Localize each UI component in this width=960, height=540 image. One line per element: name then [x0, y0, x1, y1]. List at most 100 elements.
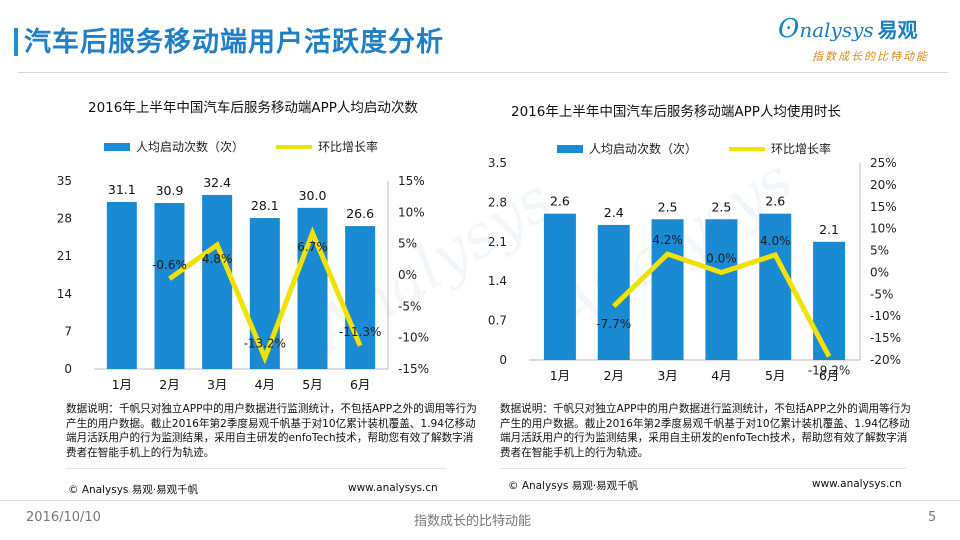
bar-value-label: 2.4 [604, 205, 624, 220]
growth-rate-line [612, 251, 832, 358]
y-right-tick-label: 20% [870, 178, 897, 192]
bar [813, 241, 846, 360]
x-tick-label: 5月 [302, 377, 322, 392]
y-right-tick-label: -10% [398, 331, 429, 345]
legend-line-swatch [276, 144, 313, 149]
y-right-tick-label: 5% [870, 244, 889, 258]
x-tick-label: 5月 [765, 368, 785, 383]
line-value-label: 4.2% [652, 233, 683, 247]
x-tick-label: 6月 [350, 377, 370, 392]
y-left-tick-label: 0 [64, 362, 72, 376]
x-tick-label: 6月 [819, 368, 839, 383]
y-right-tick-label: -15% [870, 331, 901, 345]
y-left-tick-label: 2.8 [488, 195, 507, 209]
y-right-tick-label: 5% [398, 237, 417, 251]
left-credit-url: www.analysys.cn [348, 482, 438, 494]
logo-cn: 易观 [877, 18, 918, 42]
bar [543, 213, 576, 360]
bar-value-label: 2.6 [765, 194, 785, 209]
right-credit-url: www.analysys.cn [812, 478, 902, 490]
line-value-label: 4.0% [760, 234, 791, 248]
x-tick-label: 3月 [657, 368, 677, 383]
bar [106, 201, 137, 369]
bar-value-label: 2.5 [711, 199, 731, 214]
y-right-tick-label: 25% [870, 156, 897, 170]
x-tick-label: 4月 [255, 377, 275, 392]
legend-bar-label: 人均启动次数（次） [136, 140, 245, 154]
right-chart-rule [500, 468, 906, 469]
y-left-tick-label: 2.1 [488, 235, 507, 249]
footer-tagline: 指数成长的比特动能 [414, 514, 532, 529]
y-left-tick-label: 1.4 [488, 274, 507, 288]
footer-divider [0, 500, 960, 501]
y-right-tick-label: -15% [398, 362, 429, 376]
y-left-tick-label: 14 [57, 287, 72, 301]
y-left-tick-label: 21 [57, 249, 72, 263]
x-tick-label: 2月 [604, 368, 624, 383]
bar [154, 203, 185, 369]
logo-tagline: 指数成长的比特动能 [812, 50, 929, 63]
x-tick-label: 1月 [550, 368, 570, 383]
x-tick-label: 2月 [159, 377, 179, 392]
line-value-label: 4.8% [202, 252, 233, 266]
line-value-label: -19.2% [808, 363, 850, 377]
y-right-tick-label: 0% [870, 265, 889, 279]
logo-swirl-icon: ʘ [778, 14, 800, 44]
bar-value-label: 30.0 [299, 188, 327, 203]
bar-value-label: 2.6 [550, 194, 570, 209]
y-left-tick-label: 0 [499, 353, 507, 367]
logo-text: nalysys [799, 18, 874, 42]
analysys-logo: ʘnalysys 易观 指数成长的比特动能 [778, 14, 948, 64]
right-chart-legend: 人均启动次数（次） 环比增长率 [557, 140, 831, 157]
y-right-tick-label: -5% [398, 299, 421, 313]
line-value-label: 0.0% [706, 251, 737, 265]
legend-bar-swatch [104, 142, 130, 151]
y-right-tick-label: -5% [870, 287, 893, 301]
line-value-label: -11.3% [339, 325, 381, 339]
bar-value-label: 31.1 [108, 182, 136, 197]
left-chart-rule [66, 468, 446, 469]
bar-value-label: 28.1 [251, 198, 279, 213]
y-right-tick-label: 15% [398, 174, 425, 188]
bar-value-label: 2.5 [658, 199, 678, 214]
y-left-tick-label: 7 [64, 324, 72, 338]
left-credit: © Analysys 易观·易观千帆 [68, 484, 199, 496]
legend-bar-swatch [557, 144, 583, 153]
bar-value-label: 32.4 [203, 175, 231, 190]
y-right-tick-label: 0% [398, 268, 417, 282]
bar-value-label: 2.1 [819, 222, 839, 237]
page-number: 5 [928, 510, 937, 525]
legend-line-label: 环比增长率 [771, 142, 832, 156]
y-left-tick-label: 0.7 [488, 314, 507, 328]
y-right-tick-label: 15% [870, 200, 897, 214]
y-left-tick-label: 35 [57, 174, 72, 188]
bar [202, 194, 233, 369]
line-value-label: -7.7% [596, 317, 631, 331]
left-chart-note: 数据说明：千帆只对独立APP中的用户数据进行监测统计，不包括APP之外的调用等行… [66, 403, 477, 459]
y-right-tick-label: 10% [398, 205, 425, 219]
legend-bar-label: 人均启动次数（次） [589, 142, 698, 156]
left-chart-title: 2016年上半年中国汽车后服务移动端APP人均启动次数 [88, 100, 418, 116]
line-value-label: -0.6% [152, 258, 187, 272]
y-right-tick-label: 10% [870, 222, 897, 236]
x-tick-label: 1月 [112, 377, 132, 392]
y-right-tick-label: -20% [870, 353, 901, 367]
growth-rate-line [168, 226, 363, 365]
page-title: 汽车后服务移动端用户活跃度分析 [24, 27, 444, 58]
right-chart-note: 数据说明：千帆只对独立APP中的用户数据进行监测统计，不包括APP之外的调用等行… [500, 403, 911, 459]
left-chart-legend: 人均启动次数（次） 环比增长率 [104, 138, 378, 155]
legend-line-label: 环比增长率 [318, 140, 379, 154]
x-tick-label: 4月 [711, 368, 731, 383]
footer-date: 2016/10/10 [26, 510, 101, 525]
y-right-tick-label: -10% [870, 309, 901, 323]
bar [759, 213, 792, 360]
y-left-tick-label: 28 [57, 212, 72, 226]
right-chart-title: 2016年上半年中国汽车后服务移动端APP人均使用时长 [511, 104, 841, 120]
bar [705, 219, 738, 360]
bar [249, 218, 280, 369]
bar [651, 219, 684, 360]
line-value-label: 6.7% [297, 240, 328, 254]
line-value-label: -13.2% [244, 337, 286, 351]
